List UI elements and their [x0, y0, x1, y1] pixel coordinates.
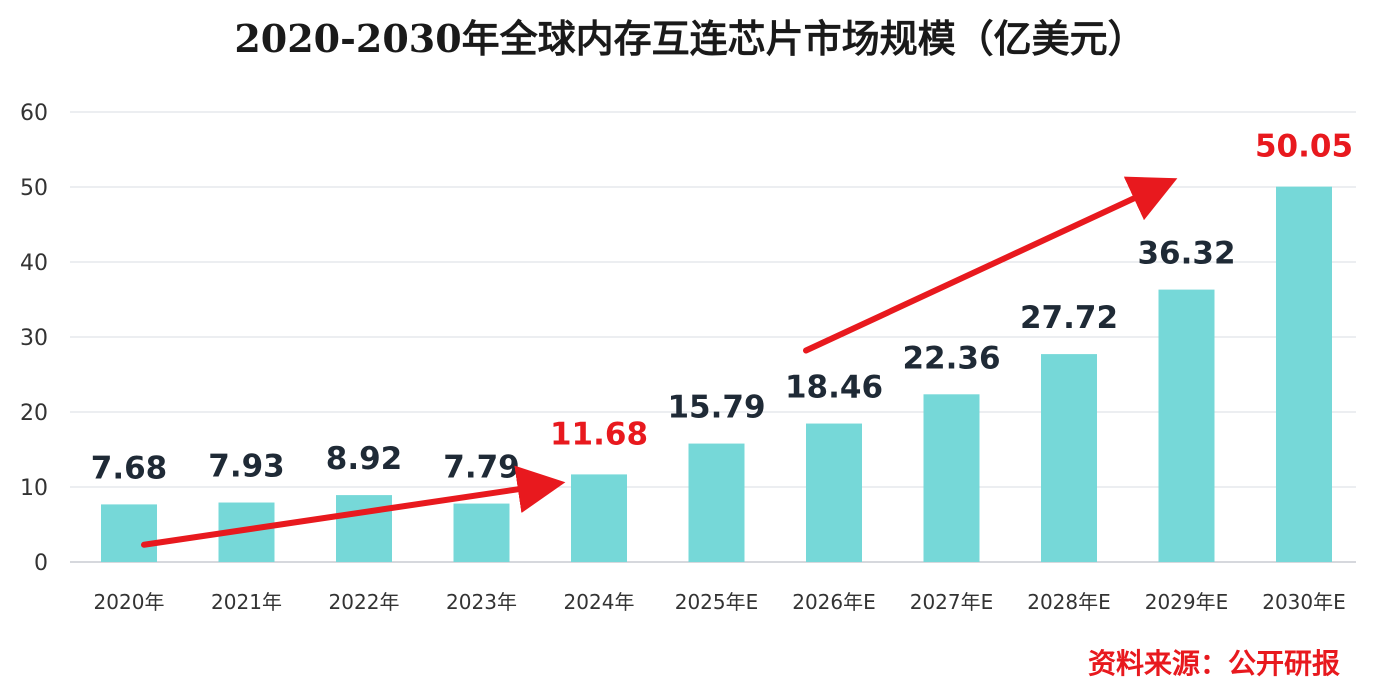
data-label: 27.72: [1020, 300, 1118, 336]
x-tick-label: 2020年: [94, 590, 165, 614]
bar: [1158, 289, 1215, 562]
y-tick-label: 0: [34, 551, 48, 576]
trend-arrows: [141, 176, 1178, 548]
x-tick-label: 2024年: [564, 590, 635, 614]
data-label: 7.68: [91, 450, 168, 486]
x-tick-label: 2021年: [211, 590, 282, 614]
source-note: 资料来源：公开研报: [1088, 647, 1340, 680]
data-label: 7.93: [208, 449, 285, 485]
y-tick-label: 60: [20, 101, 48, 126]
data-label: 11.68: [550, 416, 648, 452]
bar: [806, 423, 862, 562]
y-tick-label: 40: [20, 251, 48, 276]
gridlines: [70, 111, 1356, 563]
y-tick-label: 20: [20, 401, 48, 426]
y-tick-label: 10: [20, 476, 48, 501]
bar: [453, 503, 510, 562]
x-tick-label: 2023年: [446, 590, 517, 614]
data-label: 15.79: [667, 390, 765, 426]
x-tick-label: 2027年E: [910, 590, 994, 614]
y-tick-label: 30: [20, 326, 48, 351]
bar: [688, 443, 745, 562]
y-axis-ticks: 0 10 20 30 40 50 60: [20, 101, 48, 576]
bar: [101, 504, 157, 562]
bars: [101, 186, 1332, 562]
x-tick-label: 2029年E: [1145, 590, 1229, 614]
data-label: 7.79: [443, 450, 520, 486]
x-tick-label: 2030年E: [1262, 590, 1346, 614]
data-label: 8.92: [326, 441, 403, 477]
bar: [336, 495, 392, 562]
trend-arrow-2: [803, 176, 1178, 354]
data-label: 36.32: [1137, 236, 1235, 272]
x-tick-label: 2025年E: [675, 590, 759, 614]
bar: [1276, 186, 1332, 562]
bar: [923, 394, 980, 562]
data-label: 22.36: [902, 340, 1000, 376]
x-axis-ticks: 2020年 2021年 2022年 2023年 2024年 2025年E 2026年E 202…: [94, 590, 1346, 614]
data-labels: 7.68 7.93 8.92 7.79 11.68 15.79 18.46 22.36 27.7…: [91, 129, 1353, 487]
bar: [571, 474, 627, 562]
data-label: 18.46: [785, 370, 883, 406]
bar: [1041, 354, 1097, 562]
x-tick-label: 2026年E: [792, 590, 876, 614]
x-tick-label: 2022年: [329, 590, 400, 614]
y-tick-label: 50: [20, 176, 48, 201]
trend-arrow-1: [141, 465, 566, 548]
data-label: 50.05: [1255, 129, 1353, 165]
chart-title: 2020-2030年全球内存互连芯片市场规模（亿美元）: [234, 16, 1145, 61]
x-tick-label: 2028年E: [1027, 590, 1111, 614]
